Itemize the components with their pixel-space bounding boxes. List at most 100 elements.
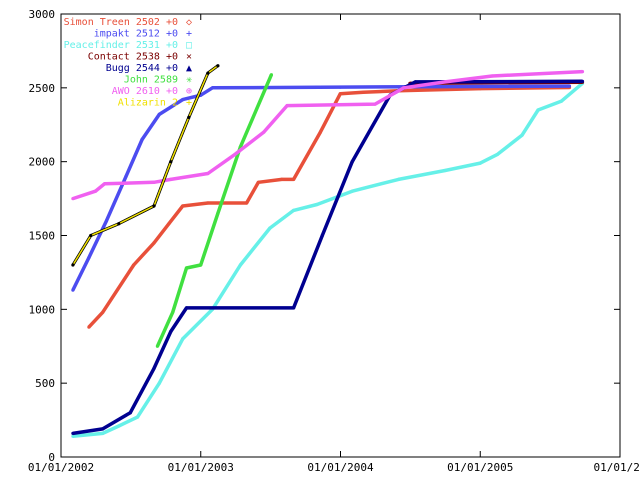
data-point bbox=[292, 306, 296, 310]
data-point bbox=[93, 189, 97, 193]
data-point bbox=[104, 219, 109, 223]
data-point bbox=[478, 161, 482, 165]
data-point bbox=[155, 344, 159, 348]
data-point bbox=[132, 263, 136, 267]
data-point bbox=[233, 152, 237, 156]
data-point bbox=[338, 85, 342, 89]
data-point bbox=[89, 233, 93, 238]
legend-entry-label: Contact 2538 +0 bbox=[88, 52, 178, 63]
data-point bbox=[245, 201, 249, 205]
data-point bbox=[184, 266, 189, 270]
data-point bbox=[152, 180, 156, 184]
legend-marker-icon: ▲ bbox=[186, 63, 192, 74]
data-point bbox=[87, 256, 91, 260]
data-point bbox=[101, 310, 105, 314]
series-6 bbox=[71, 69, 585, 201]
series-5 bbox=[155, 73, 274, 348]
series-1 bbox=[71, 84, 572, 292]
data-point bbox=[373, 102, 377, 106]
legend-marker-icon: ✳ bbox=[186, 75, 192, 86]
data-point bbox=[269, 73, 273, 77]
data-point bbox=[580, 79, 585, 83]
y-tick-label: 1000 bbox=[29, 303, 56, 316]
data-point bbox=[167, 222, 171, 226]
data-point bbox=[496, 152, 500, 156]
data-point bbox=[256, 180, 260, 184]
data-point bbox=[71, 431, 75, 435]
data-point bbox=[71, 288, 75, 292]
data-point bbox=[361, 90, 365, 94]
legend-entry-label: Simon Treen 2502 +0 bbox=[64, 17, 178, 28]
data-point bbox=[128, 411, 132, 415]
data-point bbox=[87, 325, 91, 329]
series-0 bbox=[87, 85, 572, 329]
data-point bbox=[402, 86, 406, 90]
legend-marker-icon: × bbox=[186, 52, 192, 63]
data-point bbox=[262, 130, 266, 134]
data-point bbox=[124, 174, 128, 178]
data-point bbox=[567, 84, 572, 88]
data-point bbox=[157, 381, 161, 385]
series-line bbox=[72, 69, 583, 201]
data-point bbox=[152, 241, 156, 245]
data-point bbox=[117, 424, 121, 428]
data-point bbox=[157, 112, 161, 116]
legend-entry-label: Alizarin 2 bbox=[118, 98, 178, 109]
y-tick-label: 2000 bbox=[29, 156, 56, 169]
data-point bbox=[216, 64, 220, 68]
data-point bbox=[320, 233, 324, 238]
data-point bbox=[580, 70, 585, 74]
data-point bbox=[169, 329, 173, 334]
data-point bbox=[280, 177, 284, 181]
series-2 bbox=[71, 81, 585, 439]
data-point bbox=[443, 168, 447, 173]
series-line bbox=[72, 65, 219, 266]
data-point bbox=[71, 263, 75, 267]
data-point bbox=[268, 226, 272, 230]
data-point bbox=[396, 177, 401, 181]
data-point bbox=[292, 208, 296, 212]
data-point bbox=[199, 263, 203, 267]
data-point bbox=[210, 86, 215, 90]
x-tick-label: 01/01/2004 bbox=[307, 461, 374, 474]
legend-entry-label: Bugg 2544 +0 bbox=[106, 63, 178, 74]
series-7 bbox=[71, 64, 220, 267]
y-tick-label: 3000 bbox=[29, 8, 56, 21]
data-point bbox=[292, 177, 296, 181]
legend-marker-icon: ◇ bbox=[186, 17, 192, 28]
data-point bbox=[206, 171, 210, 176]
data-point bbox=[443, 80, 447, 84]
x-tick-label: 01/01/2003 bbox=[168, 461, 234, 474]
data-point bbox=[71, 197, 75, 201]
data-point bbox=[238, 263, 242, 267]
data-point bbox=[152, 204, 156, 208]
legend-entry-label: Peacefinder 2531 +0 bbox=[64, 40, 178, 51]
data-point bbox=[152, 366, 156, 370]
data-point bbox=[181, 98, 185, 102]
legend-entry-label: AWO 2610 +0 bbox=[112, 86, 178, 97]
data-point bbox=[169, 177, 173, 181]
data-point bbox=[413, 80, 417, 84]
data-point bbox=[490, 74, 494, 78]
data-point bbox=[103, 182, 107, 186]
data-point bbox=[135, 415, 140, 419]
data-point bbox=[216, 211, 220, 215]
data-point bbox=[350, 189, 354, 193]
data-point bbox=[536, 108, 540, 112]
x-tick-label: 01/01/20 bbox=[594, 461, 640, 474]
data-point bbox=[285, 104, 289, 108]
y-tick-label: 0 bbox=[48, 451, 55, 464]
data-point bbox=[206, 71, 210, 75]
legend-entry-label: John 2589 bbox=[124, 75, 178, 86]
y-tick-label: 500 bbox=[35, 377, 55, 390]
data-point bbox=[206, 201, 210, 205]
x-tick-label: 01/01/2002 bbox=[28, 461, 94, 474]
x-tick-label: 01/01/2005 bbox=[447, 461, 513, 474]
series-layer bbox=[71, 64, 585, 439]
data-point bbox=[559, 99, 564, 103]
legend-entry-label: impakt 2512 +0 bbox=[94, 29, 178, 40]
data-point bbox=[184, 306, 189, 310]
data-point bbox=[171, 310, 175, 314]
legend-marker-icon: + bbox=[186, 98, 192, 109]
